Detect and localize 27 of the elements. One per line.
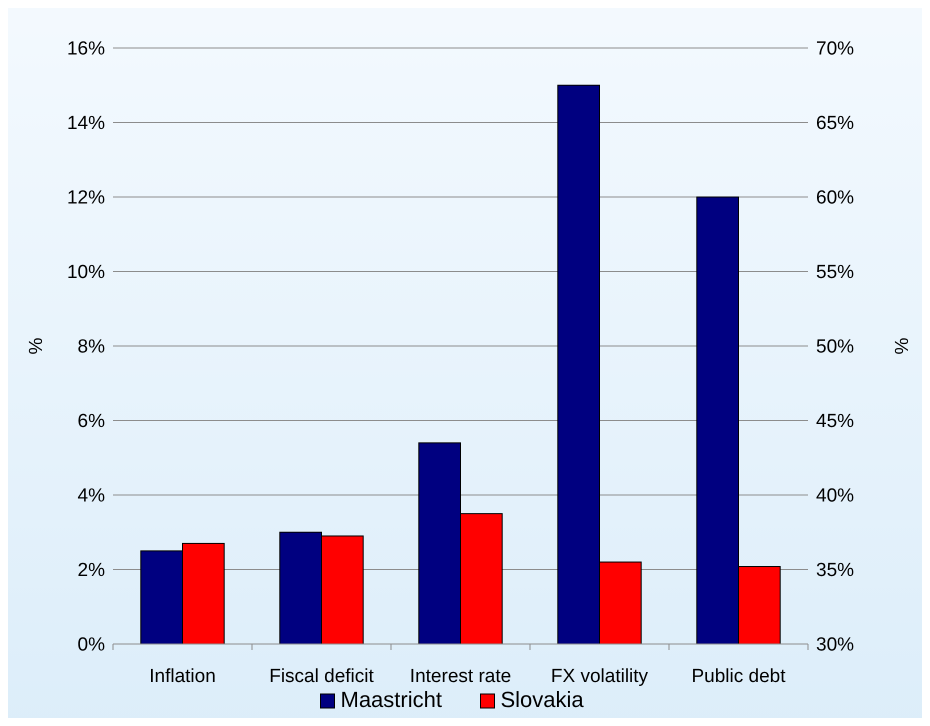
x-tick-label: Interest rate <box>410 666 512 687</box>
x-tick-label: Inflation <box>149 666 216 687</box>
y2-axis-title: % <box>892 337 913 354</box>
x-tick-label: Public debt <box>691 666 786 687</box>
y-tick-label: 0% <box>78 634 106 656</box>
y-tick-label: 8% <box>78 336 106 358</box>
y2-tick-label: 45% <box>816 411 854 432</box>
y-tick-label: 10% <box>66 262 106 284</box>
legend-label: Maastricht <box>340 687 442 712</box>
y-tick-label: 4% <box>78 486 106 507</box>
y2-tick-label: 70% <box>816 38 854 60</box>
y-tick-label: 12% <box>66 188 106 209</box>
y2-tick-label: 60% <box>816 188 854 209</box>
y-tick-label: 16% <box>66 38 106 60</box>
y2-tick-label: 35% <box>816 560 854 582</box>
y-tick-label: 6% <box>78 411 106 432</box>
y-axis-title: % <box>26 337 47 354</box>
y2-tick-label: 50% <box>816 336 854 358</box>
y2-tick-label: 30% <box>816 634 854 656</box>
y2-tick-label: 65% <box>816 113 854 134</box>
x-tick-label: Fiscal deficit <box>269 666 374 687</box>
y-tick-label: 2% <box>78 560 106 582</box>
y-tick-label: 14% <box>66 113 106 134</box>
y2-tick-label: 40% <box>816 486 854 507</box>
x-tick-label: FX volatility <box>550 666 649 687</box>
y2-tick-label: 55% <box>816 262 854 284</box>
legend-label: Slovakia <box>500 687 584 712</box>
